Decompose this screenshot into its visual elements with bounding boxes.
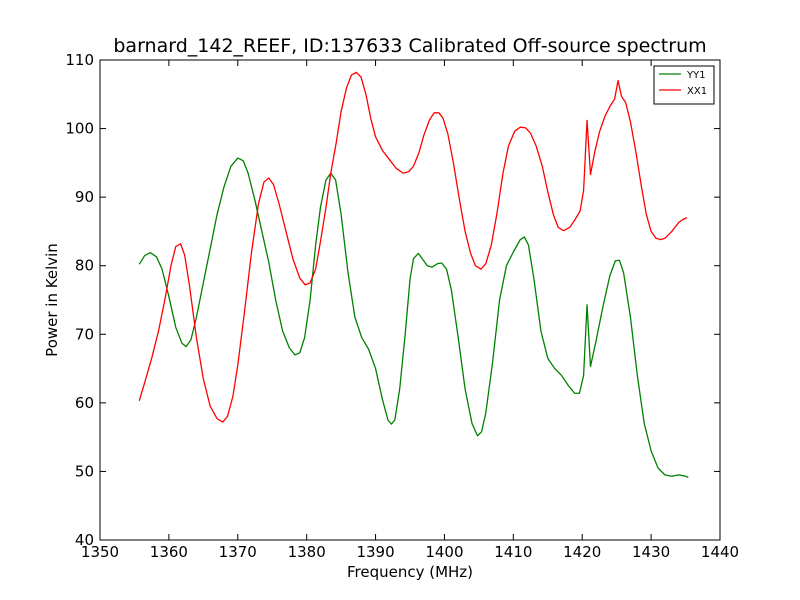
x-axis-title: Frequency (MHz) [347,563,473,581]
x-tick-label: 1390 [356,543,394,561]
x-tick-label: 1400 [425,543,463,561]
x-tick-label: 1360 [150,543,188,561]
x-axis-ticks: 1350 1360 1370 1380 1390 1400 1410 1420 1430 1440 [81,60,739,561]
x-tick-label: 1350 [81,543,119,561]
x-tick-label: 1420 [563,543,601,561]
x-tick-label: 1440 [701,543,739,561]
y-axis-ticks: 40 50 60 70 80 90 100 110 [65,51,720,549]
y-tick-label: 100 [65,120,94,138]
y-tick-label: 40 [75,531,94,549]
y-tick-label: 90 [75,188,94,206]
y-tick-label: 80 [75,257,94,275]
x-tick-label: 1430 [632,543,670,561]
series-layer [138,71,689,479]
y-tick-label: 60 [75,394,94,412]
y-tick-label: 50 [75,462,94,480]
legend-box [653,65,715,105]
y-tick-label: 70 [75,325,94,343]
chart-title: barnard_142_REEF, ID:137633 Calibrated O… [113,35,706,57]
legend-label: YY1 [686,70,706,81]
y-tick-label: 110 [65,51,94,69]
x-tick-label: 1410 [494,543,532,561]
series-line-xx1 [138,71,688,423]
series-line-yy1 [138,157,689,479]
legend-label: XX1 [687,86,707,97]
plot-area-frame [99,59,721,541]
x-tick-label: 1380 [288,543,326,561]
y-axis-title: Power in Kelvin [43,243,61,357]
x-tick-label: 1370 [219,543,257,561]
